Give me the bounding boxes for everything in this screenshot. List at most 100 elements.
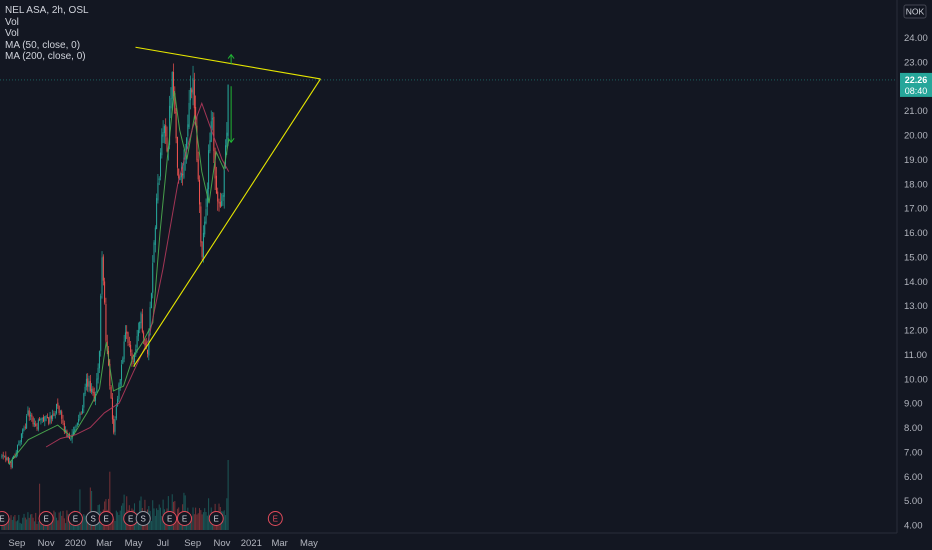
candle-body	[143, 332, 145, 338]
volume-bar	[32, 517, 34, 530]
volume-bar	[110, 523, 112, 530]
candle-body	[59, 411, 61, 413]
volume-bar	[189, 517, 191, 530]
candle-body	[101, 257, 103, 295]
candle-body	[102, 256, 104, 281]
earnings-marker-label: E	[0, 515, 5, 524]
candle-body	[154, 227, 156, 245]
volume-bar	[119, 510, 121, 530]
candle-body	[188, 102, 190, 128]
candle-body	[2, 454, 4, 456]
earnings-marker-circle	[98, 511, 114, 526]
candle-body	[128, 343, 130, 345]
y-tick-label: 7.00	[904, 447, 923, 458]
volume-bar	[37, 521, 39, 530]
candle-body	[4, 455, 6, 457]
event-marker: E	[177, 511, 193, 526]
candle-body	[179, 176, 181, 181]
legend-volume-2[interactable]: Vol	[5, 28, 19, 39]
candle-body	[201, 241, 203, 257]
x-tick-label: Mar	[271, 538, 287, 549]
candle-body	[24, 426, 26, 428]
volume-bar	[115, 510, 117, 530]
candle-body	[121, 364, 123, 381]
legend-ma200[interactable]: MA (200, close, 0)	[5, 51, 86, 62]
volume-bar	[67, 514, 69, 530]
candle-body	[6, 458, 8, 460]
volume-bar	[201, 514, 203, 530]
candle-body	[82, 408, 84, 414]
volume-bar	[27, 512, 29, 530]
volume-bar	[156, 508, 158, 530]
candle-body	[111, 397, 113, 420]
volume-bar	[26, 519, 28, 530]
volume-bar	[20, 523, 22, 530]
candle-body	[37, 420, 39, 430]
volume-bar	[227, 460, 229, 530]
candle-body	[122, 358, 124, 364]
candle-body	[162, 132, 164, 137]
candle-body	[61, 411, 63, 419]
legend-title[interactable]: NEL ASA, 2h, OSL	[5, 5, 89, 16]
earnings-marker-label: E	[43, 515, 48, 524]
event-marker: E	[98, 511, 114, 526]
y-tick-label: 21.00	[904, 106, 928, 117]
candle-body	[115, 406, 117, 419]
legend-volume-1[interactable]: Vol	[5, 16, 19, 28]
earnings-marker-circle	[67, 511, 83, 526]
volume-bar	[54, 512, 56, 530]
y-tick-label: 12.00	[904, 326, 928, 337]
candle-body	[89, 380, 91, 392]
candle-body	[113, 419, 115, 433]
volume-bar	[17, 520, 19, 530]
candle-body	[74, 429, 76, 433]
volume-bar	[152, 500, 154, 530]
volume-bar	[63, 518, 65, 530]
candle-body	[127, 332, 129, 343]
candle-body	[11, 458, 13, 468]
legend-ma50[interactable]: MA (50, close, 0)	[5, 39, 81, 51]
candle-body	[93, 392, 95, 402]
candle-body	[227, 84, 229, 136]
candle-body	[92, 388, 94, 393]
volume-bar	[11, 519, 13, 530]
volume-bar	[72, 522, 74, 530]
volume-bar	[200, 510, 202, 530]
y-tick-label: 6.00	[904, 472, 923, 483]
volume-bar	[39, 483, 41, 530]
volume-bar	[223, 510, 225, 530]
candle-body	[85, 378, 87, 387]
price-axis[interactable]: 4.00 5.00 6.00 7.00 8.00 9.00 10.00 11.00 12.00 1…	[896, 0, 932, 533]
candle-body	[36, 427, 38, 429]
y-tick-label: 20.00	[904, 131, 928, 142]
candle-body	[123, 341, 125, 359]
volume-bar	[80, 520, 82, 530]
volume-bar	[56, 517, 58, 530]
candle-body	[114, 419, 116, 432]
candle-body	[17, 445, 19, 453]
volume-bar	[70, 520, 72, 530]
candle-body	[56, 403, 58, 414]
candle-body	[222, 195, 224, 201]
time-axis[interactable]: Sep Nov 2020 Mar May Jul Sep Nov 2021 Mar May	[0, 532, 897, 549]
volume-bar	[44, 523, 46, 530]
candle-body	[9, 461, 11, 463]
candle-body	[135, 348, 137, 355]
resistance-trendline	[135, 46, 321, 80]
volume-bar	[19, 522, 21, 530]
candle-body	[70, 438, 72, 440]
support-trendline	[133, 78, 321, 367]
earnings-marker-label: E	[73, 515, 78, 524]
candle-body	[31, 414, 33, 417]
currency-badge[interactable]: NOK	[903, 4, 927, 19]
y-tick-label: 17.00	[904, 204, 928, 215]
candle-body	[62, 419, 64, 423]
candle-body	[205, 209, 207, 224]
volume-bar	[62, 510, 64, 530]
volume-bar	[114, 520, 116, 530]
earnings-marker-label: E	[273, 515, 278, 524]
x-tick-label: Sep	[8, 538, 25, 549]
event-marker: E	[67, 511, 83, 526]
